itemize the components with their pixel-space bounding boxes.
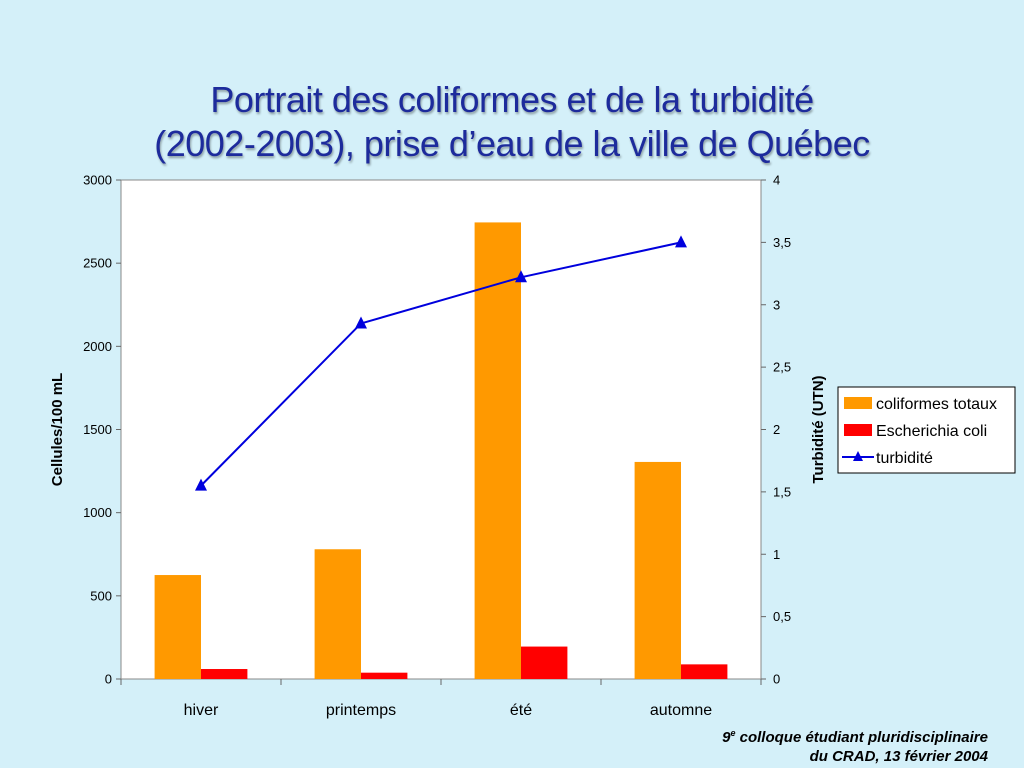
y2-tick-label: 1,5 [773,484,791,499]
y2-axis-title: Turbidité (UTN) [810,375,827,483]
bar-escherichia-coli [201,669,248,679]
x-tick-label: hiver [184,702,219,719]
y2-tick-label: 2 [773,422,780,437]
footer-line-1: 9e colloque étudiant pluridisciplinaire [722,724,988,747]
legend-swatch [844,424,872,436]
bar-coliformes-totaux [314,549,361,679]
bar-escherichia-coli [521,646,568,679]
x-tick-label: printemps [326,702,396,719]
y-tick-label: 3000 [83,173,112,188]
x-tick-label: été [510,702,532,719]
title-line-2: (2002-2003), prise d’eau de la ville de … [154,123,870,164]
legend-label: turbidité [876,450,933,467]
bar-escherichia-coli [361,672,408,679]
y-tick-label: 0 [105,672,112,687]
legend-label: Escherichia coli [876,423,987,440]
y2-tick-label: 3 [773,297,780,312]
slide-title: Portrait des coliformes et de la turbidi… [0,78,1024,166]
y-tick-label: 2000 [83,339,112,354]
marker-turbidite [675,235,687,248]
y2-tick-label: 0 [773,672,780,687]
legend-label: coliformes totaux [876,396,997,413]
bar-coliformes-totaux [154,575,201,679]
line-turbidite [200,241,682,487]
y-tick-label: 1000 [83,505,112,520]
y-tick-label: 1500 [83,422,112,437]
y2-tick-label: 0,5 [773,609,791,624]
y2-tick-label: 2,5 [773,360,791,375]
footer-line-2: du CRAD, 13 février 2004 [809,748,988,765]
y-tick-label: 500 [90,588,112,603]
marker-turbidite [515,270,527,283]
footer-ordinal: 9 [722,729,731,746]
marker-turbidite [195,478,207,491]
legend-marker [853,451,863,461]
y2-tick-label: 3,5 [773,235,791,250]
legend-swatch [844,397,872,409]
marker-turbidite [355,316,367,329]
footer-line-1-text: colloque étudiant pluridisciplinaire [735,729,988,746]
y2-tick-label: 1 [773,547,780,562]
footer-ordinal-suffix: e [730,728,736,738]
y-tick-label: 2500 [83,256,112,271]
title-line-1: Portrait des coliformes et de la turbidi… [210,79,814,120]
footer-credit: 9e colloque étudiant pluridisciplinaire … [722,724,988,766]
x-tick-label: automne [650,702,712,719]
y-axis-title: Cellules/100 mL [49,373,66,486]
bar-escherichia-coli [681,664,728,679]
bar-coliformes-totaux [634,461,681,679]
bar-coliformes-totaux [474,222,521,680]
y2-tick-label: 4 [773,173,780,188]
